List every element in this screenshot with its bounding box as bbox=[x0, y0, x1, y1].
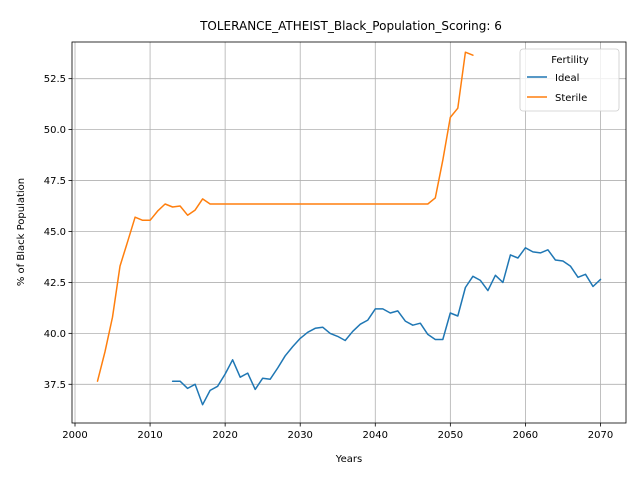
legend-title: Fertility bbox=[551, 55, 589, 66]
x-axis-label: Years bbox=[335, 454, 362, 465]
legend-label-sterile: Sterile bbox=[555, 93, 587, 104]
x-tick-label: 2060 bbox=[513, 430, 538, 441]
series-line-ideal bbox=[171, 247, 602, 406]
legend: Fertility Ideal Sterile bbox=[519, 48, 620, 112]
chart-title: TOLERANCE_ATHEIST_Black_Population_Scori… bbox=[199, 19, 502, 33]
y-tick-label: 47.5 bbox=[44, 176, 66, 187]
x-tick-label: 2000 bbox=[62, 430, 87, 441]
y-tick-label: 37.5 bbox=[44, 380, 66, 391]
y-tick-label: 40.0 bbox=[44, 329, 66, 340]
x-tick-label: 2030 bbox=[287, 430, 312, 441]
x-tick-label: 2010 bbox=[137, 430, 162, 441]
x-tick-label: 2070 bbox=[588, 430, 613, 441]
x-tick-label: 2050 bbox=[438, 430, 463, 441]
x-tick-label: 2020 bbox=[212, 430, 237, 441]
x-axis-ticks: 2000 2010 2020 2030 2040 2050 2060 2070 bbox=[62, 423, 613, 441]
plot-frame bbox=[71, 41, 627, 424]
y-tick-label: 50.0 bbox=[44, 125, 66, 136]
y-axis-ticks: 37.5 40.0 42.5 45.0 47.5 50.0 52.5 bbox=[44, 74, 72, 391]
legend-label-ideal: Ideal bbox=[555, 73, 579, 84]
x-tick-label: 2040 bbox=[363, 430, 388, 441]
y-tick-label: 42.5 bbox=[44, 278, 66, 289]
series-layer bbox=[96, 51, 602, 406]
y-tick-label: 45.0 bbox=[44, 227, 66, 238]
legend-box bbox=[519, 48, 620, 112]
series-line-sterile bbox=[96, 51, 474, 382]
y-tick-label: 52.5 bbox=[44, 74, 66, 85]
y-axis-label: % of Black Population bbox=[16, 178, 27, 286]
